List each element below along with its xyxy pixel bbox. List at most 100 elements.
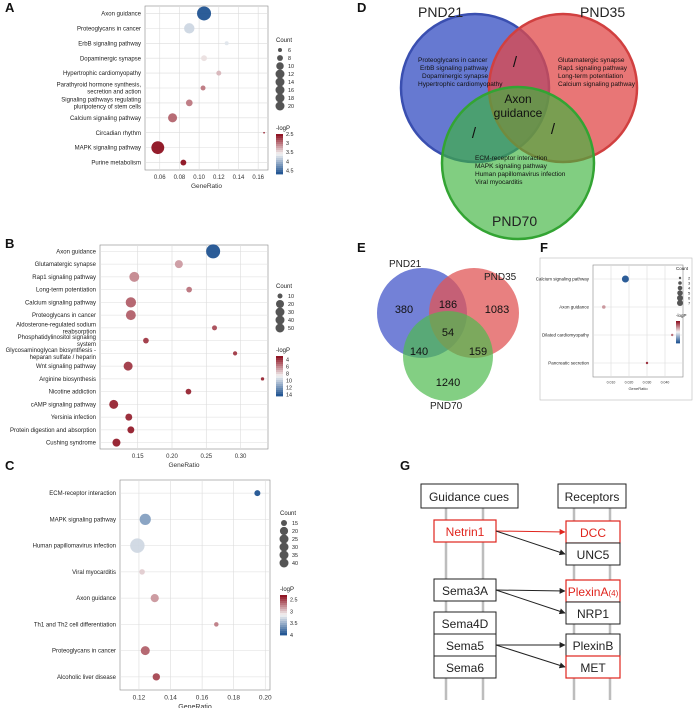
color-legend-bar-c xyxy=(280,597,287,600)
panel-letter-f: F xyxy=(540,240,548,255)
data-point-c xyxy=(139,513,151,525)
color-legend-title-b: -logP xyxy=(276,348,290,354)
color-legend-bar-a xyxy=(276,166,283,169)
color-legend-bar-b xyxy=(276,386,283,389)
color-legend-bar-c xyxy=(280,603,287,606)
y-tick-label-a: Purine metabolism xyxy=(91,161,141,167)
size-legend-dot-a xyxy=(277,55,283,61)
size-legend-label-a: 8 xyxy=(288,56,291,62)
x-tick-label-b: 0.20 xyxy=(166,454,178,460)
size-legend-label-f: 5 xyxy=(688,291,691,296)
color-legend-label-a: 3 xyxy=(286,141,289,147)
color-legend-bar-a xyxy=(276,142,283,145)
network-edge-netrin1-unc5 xyxy=(495,530,566,556)
data-point-b xyxy=(206,244,221,259)
data-point-c xyxy=(254,490,261,497)
venn-d-pnd35-item: Rap1 signaling pathway xyxy=(558,65,628,72)
network-node-plexina-suffix: (4) xyxy=(608,589,618,598)
color-legend-bar-f xyxy=(676,332,680,334)
size-legend-dot-a xyxy=(275,77,285,87)
size-legend-dot-b xyxy=(277,293,283,299)
size-legend-label-b: 10 xyxy=(288,294,294,300)
color-legend-bar-c xyxy=(280,599,287,602)
y-tick-label-b: Glycosaminoglycan biosynthesis - xyxy=(6,348,96,354)
size-legend-label-c: 20 xyxy=(292,529,298,535)
size-legend-label-c: 15 xyxy=(292,521,298,527)
venn-d-pnd70-item: Human papillomavirus infection xyxy=(475,171,566,178)
y-tick-label-a: pluripotency of stem cells xyxy=(74,105,141,111)
data-point-a xyxy=(180,159,187,166)
data-point-b xyxy=(186,286,192,293)
plot-frame-f xyxy=(592,264,684,378)
y-tick-label-b: Cushing syndrome xyxy=(46,441,97,447)
x-tick-label-c: 0.18 xyxy=(227,695,240,702)
color-legend-bar-c xyxy=(280,605,287,608)
network-node-sema6-box xyxy=(433,655,497,679)
color-legend-bar-a xyxy=(276,146,283,149)
data-point-b xyxy=(260,377,265,381)
venn-e-count-pnd21-pnd35: 186 xyxy=(439,299,457,311)
color-legend-bar-f xyxy=(676,338,680,341)
x-tick-label-f: 0.010 xyxy=(607,381,616,385)
y-tick-label-a: Proteoglycans in cancer xyxy=(77,26,141,32)
color-legend-bar-c xyxy=(280,621,287,624)
venn-d-center-line: guidance xyxy=(494,106,543,120)
color-legend-bar-f xyxy=(676,333,680,335)
data-point-b xyxy=(127,426,135,434)
size-legend-label-a: 16 xyxy=(288,88,294,94)
size-legend-label-a: 6 xyxy=(288,48,291,54)
network-header-receptors: Receptors xyxy=(565,490,620,504)
color-legend-bar-b xyxy=(276,384,283,387)
venn-d-slash-ac: / xyxy=(472,125,477,142)
size-legend-label-f: 3 xyxy=(688,281,691,286)
size-legend-dot-a xyxy=(275,93,285,103)
color-legend-bar-f xyxy=(676,324,680,326)
size-legend-label-f: 4 xyxy=(688,286,691,291)
y-tick-label-c: Human papillomavirus infection xyxy=(33,544,116,550)
venn-d-pnd21-item: Proteoglycans in cancer xyxy=(418,57,488,64)
color-legend-bar-f xyxy=(676,326,680,328)
network-node-plexina: PlexinA(4) xyxy=(568,585,619,599)
color-legend-bar-f xyxy=(676,336,680,338)
color-legend-bar-a xyxy=(276,158,283,161)
network-header-guidance-box xyxy=(420,483,519,509)
venn-d-pnd21-item: ErbB signaling pathway xyxy=(420,65,489,72)
x-tick-label-a: 0.08 xyxy=(174,175,186,181)
color-legend-bar-f xyxy=(676,321,680,323)
venn-d-center-line: Axon xyxy=(504,92,531,106)
color-legend-bar-a xyxy=(276,150,283,153)
color-legend-bar-c xyxy=(280,613,287,616)
x-tick-label-a: 0.16 xyxy=(252,175,264,181)
y-tick-label-b: system xyxy=(77,342,96,348)
x-tick-label-b: 0.15 xyxy=(132,454,144,460)
x-tick-label-f: 0.040 xyxy=(661,381,670,385)
data-point-b xyxy=(232,351,238,356)
color-legend-bar-c xyxy=(280,617,287,620)
color-legend-bar-a xyxy=(276,136,283,139)
venn-d-pnd70-item: Viral myocarditis xyxy=(475,179,523,186)
y-tick-label-b: Arginine biosynthesis xyxy=(39,377,96,383)
color-legend-bar-a xyxy=(276,140,283,143)
y-tick-label-f: Calcium signaling pathway xyxy=(536,277,590,282)
color-legend-bar-a xyxy=(276,172,283,175)
color-legend-bar-c xyxy=(280,631,287,634)
data-point-a xyxy=(184,23,195,34)
color-legend-bar-c xyxy=(280,611,287,614)
size-legend-label-c: 25 xyxy=(292,537,298,543)
y-tick-label-c: MAPK signaling pathway xyxy=(50,517,116,523)
network-edge-sema3a-plexina xyxy=(495,587,566,594)
size-legend-dot-b xyxy=(275,307,285,317)
x-tick-label-f: 0.030 xyxy=(643,381,652,385)
color-legend-bar-b xyxy=(276,366,283,369)
y-tick-label-c: Alcoholic liver disease xyxy=(57,675,117,681)
color-legend-label-c: 3.5 xyxy=(290,621,298,627)
color-legend-bar-f xyxy=(676,337,680,339)
data-point-c xyxy=(214,622,219,627)
color-legend-bar-a xyxy=(276,164,283,167)
network-node-sema6: Sema6 xyxy=(446,661,484,675)
y-tick-label-a: Hypertrophic cardiomyopathy xyxy=(63,71,141,77)
data-point-b xyxy=(129,271,140,282)
x-tick-label-c: 0.20 xyxy=(259,695,272,702)
panel-f-frame xyxy=(539,257,693,401)
